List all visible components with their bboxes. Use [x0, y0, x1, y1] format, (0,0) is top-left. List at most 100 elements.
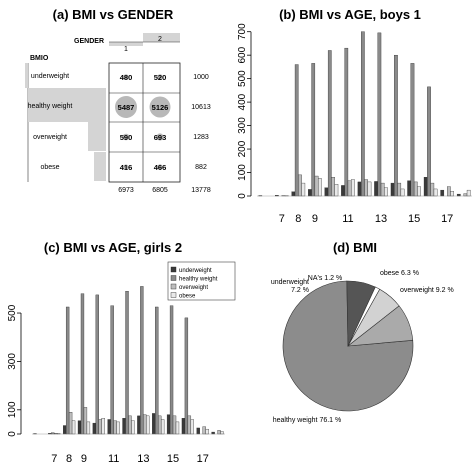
row-total-3: 882	[195, 164, 207, 171]
bar-overweight	[331, 177, 335, 197]
bar-overweight	[397, 182, 402, 197]
bar-healthy-weight	[155, 306, 159, 435]
row-shade-2	[28, 88, 106, 122]
bar-healthy-weight	[344, 47, 349, 197]
bar-healthy-weight	[377, 32, 382, 197]
row-label-healthy: healthy weight	[28, 103, 73, 110]
bar-overweight	[347, 180, 352, 197]
x-tick-label: 8	[295, 213, 301, 225]
bar-healthy-weight	[427, 86, 431, 197]
legend: underweight healthy weight overweight obese	[167, 261, 236, 301]
bar-obese	[205, 428, 209, 435]
panel-c-bar-chart: (c) BMI vs AGE, girls 2 0 100 300 500 7 8 9 11…	[7, 240, 236, 465]
bar-underweight	[357, 181, 362, 197]
legend-label: healthy weight	[179, 276, 218, 282]
bar-obese	[384, 187, 388, 197]
bar-overweight	[172, 415, 177, 435]
pie-label: obese 6.3 %	[380, 270, 419, 277]
cell-value-r1c1: 5126	[152, 103, 169, 112]
row-label-overweight: overweight	[33, 134, 67, 141]
x-tick-label: 9	[81, 453, 87, 465]
col-label-2: 2	[158, 36, 162, 43]
bar-underweight	[440, 189, 445, 197]
cell-value-r2c0: 590	[120, 133, 133, 142]
x-tick-label: 13	[137, 453, 149, 465]
col-total-0: 6973	[118, 187, 134, 194]
y-tick-label: 400	[237, 93, 248, 110]
col-var-label: GENDER	[74, 38, 104, 45]
col-label-1: 1	[124, 46, 128, 53]
x-tick-labels: 7 8 9 11 13 15 17	[51, 453, 209, 465]
table-grid	[108, 62, 181, 183]
panel-d-pie-chart: (d) BMI healthy weight 76.1 % underweight…	[271, 240, 454, 424]
bar-healthy-weight	[65, 306, 70, 435]
bar-overweight	[380, 182, 385, 197]
bar-underweight	[152, 413, 156, 435]
y-tick-label: 500	[7, 304, 18, 321]
bars	[257, 31, 472, 197]
bar-overweight	[364, 179, 368, 197]
row-shade-3	[88, 122, 106, 151]
panel-a-title: (a) BMI vs GENDER	[53, 7, 174, 22]
bar-underweight	[122, 418, 126, 435]
legend-swatch	[170, 275, 177, 281]
col-shade-2	[143, 33, 180, 42]
x-tick-label: 11	[342, 213, 353, 225]
cell-circle-r1c0	[115, 96, 137, 118]
y-tick-label: 600	[237, 46, 248, 63]
x-tick-label: 7	[279, 213, 285, 225]
bar-obese	[334, 184, 339, 197]
cell-circle-r0c0	[123, 74, 129, 80]
bar-healthy-weight	[311, 63, 316, 197]
cell-circle-r2c1	[156, 133, 164, 141]
y-tick-label: 200	[237, 140, 248, 157]
bar-obese	[131, 420, 135, 435]
bar-healthy-weight	[410, 63, 415, 197]
bar-obese	[450, 191, 454, 197]
y-tick-label: 0	[7, 431, 18, 437]
y-tick-label: 300	[237, 117, 248, 134]
bar-obese	[466, 189, 471, 197]
cell-value-r2c1: 693	[154, 133, 167, 142]
bar-healthy-weight	[169, 305, 174, 435]
bar-overweight	[83, 407, 88, 435]
row-var-label: BMIO	[30, 55, 49, 62]
y-tick-label: 700	[237, 23, 248, 40]
bar-obese	[175, 421, 180, 435]
x-tick-label: 17	[197, 453, 209, 465]
bar-obese	[146, 415, 150, 435]
x-tick-label: 7	[51, 453, 57, 465]
bar-underweight	[166, 414, 171, 435]
cell-circle-r3c1	[157, 164, 163, 170]
bar-overweight	[68, 412, 73, 435]
col-shade-1	[109, 42, 143, 46]
bar-underweight	[181, 418, 186, 435]
bar-obese	[101, 418, 105, 435]
x-tick-labels: 7 8 9 11 13 15 17	[279, 213, 454, 225]
bar-underweight	[63, 425, 67, 435]
legend-swatch	[170, 283, 177, 290]
cell-circle-r1c1	[149, 96, 171, 118]
row-label-underweight: underweight	[31, 73, 69, 80]
bar-overweight	[113, 420, 117, 435]
bar-underweight	[374, 181, 378, 197]
bar-underweight	[211, 431, 215, 435]
pie-label: 7.2 %	[291, 287, 309, 294]
cell-value-r3c1: 466	[154, 163, 167, 172]
pie-label: healthy weight 76.1 %	[273, 417, 342, 424]
y-axis: 0 100 200 300 400 500 600 700	[237, 23, 252, 199]
bar-obese	[190, 419, 194, 435]
bar-underweight	[324, 187, 329, 197]
grand-total: 13778	[191, 187, 211, 194]
cell-circle-r2c0	[122, 133, 130, 141]
bar-healthy-weight	[125, 291, 129, 435]
bar-overweight	[447, 186, 451, 197]
bar-overweight	[128, 415, 132, 435]
legend-box	[167, 261, 236, 301]
legend-label: obese	[179, 293, 196, 299]
x-tick-label: 15	[408, 213, 420, 225]
cell-value-r0c1: 520	[154, 73, 167, 82]
bar-healthy-weight	[327, 50, 332, 197]
row-shade-1	[25, 63, 28, 88]
bar-healthy-weight	[80, 293, 85, 435]
